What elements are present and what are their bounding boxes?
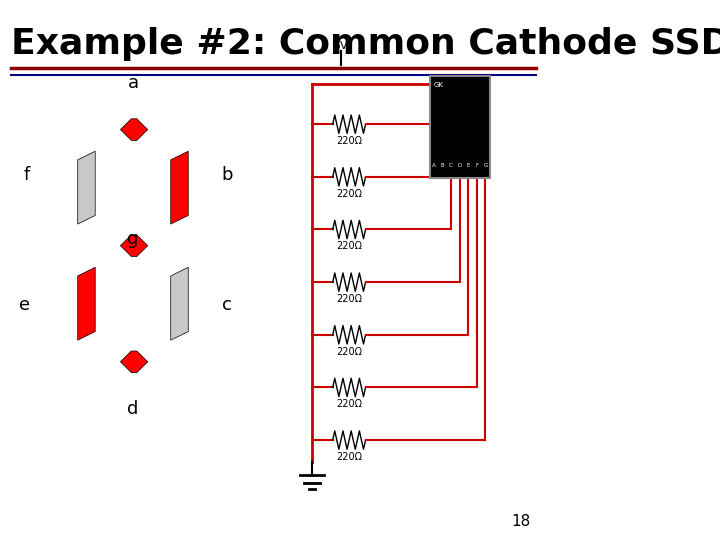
Text: c: c: [222, 296, 232, 314]
Text: 18: 18: [511, 514, 531, 529]
Text: f: f: [24, 166, 30, 185]
Polygon shape: [78, 267, 95, 340]
Text: 220Ω: 220Ω: [336, 294, 362, 304]
Polygon shape: [78, 151, 95, 224]
Polygon shape: [120, 119, 148, 140]
Text: D: D: [457, 164, 462, 168]
Text: 220Ω: 220Ω: [336, 399, 362, 409]
Text: a: a: [127, 74, 138, 92]
Text: 220Ω: 220Ω: [336, 136, 362, 146]
Text: GK: GK: [434, 82, 444, 88]
Text: 220Ω: 220Ω: [336, 241, 362, 252]
Polygon shape: [120, 235, 148, 256]
Text: g: g: [127, 230, 139, 248]
Text: 220Ω: 220Ω: [336, 189, 362, 199]
Text: F: F: [475, 164, 478, 168]
Text: E: E: [467, 164, 470, 168]
Text: 220Ω: 220Ω: [336, 452, 362, 462]
Polygon shape: [120, 351, 148, 373]
Text: Example #2: Common Cathode SSD: Example #2: Common Cathode SSD: [11, 27, 720, 61]
Text: b: b: [222, 166, 233, 185]
Text: e: e: [19, 296, 30, 314]
Text: B: B: [441, 164, 444, 168]
Text: G: G: [483, 164, 487, 168]
Text: A: A: [432, 164, 436, 168]
Text: C: C: [449, 164, 453, 168]
Polygon shape: [171, 267, 188, 340]
Text: d: d: [127, 400, 139, 417]
Polygon shape: [171, 151, 188, 224]
Text: 5V: 5V: [333, 41, 348, 51]
Bar: [430, 76, 490, 178]
Text: 220Ω: 220Ω: [336, 347, 362, 357]
